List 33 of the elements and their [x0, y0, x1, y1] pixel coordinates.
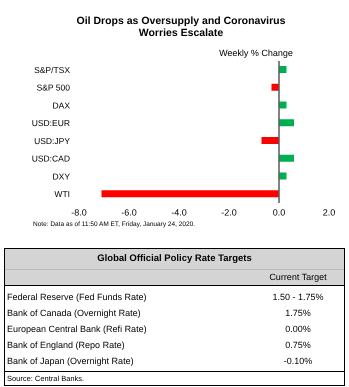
bar — [102, 190, 279, 198]
bar — [272, 84, 279, 91]
text: 0.00% — [285, 324, 311, 334]
y-tick-label: S&P 500 — [36, 82, 70, 93]
y-tick-label: S&P/TSX — [34, 64, 70, 75]
category-label: Bank of Canada (Overnight Rate) — [7, 307, 141, 320]
x-tick-label: -6.0 — [121, 207, 137, 218]
category-label: Federal Reserve (Fed Funds Rate) — [7, 291, 147, 304]
bar — [279, 119, 294, 126]
category-label: Bank of England (Repo Rate) — [7, 339, 125, 352]
y-tick-label: USD:CAD — [32, 154, 70, 164]
x-tick-label: -4.0 — [171, 207, 187, 218]
y-tick-label: DXY — [52, 171, 70, 182]
bar — [279, 154, 294, 162]
text: 1.75% — [285, 308, 311, 318]
category-label: European Central Bank (Refi Rate) — [7, 323, 147, 336]
chart-title: Oil Drops as Oversupply and Coronavirus Worries Escalate — [76, 15, 286, 39]
x-axis-title: Weekly % Change — [218, 48, 294, 59]
bar — [262, 137, 279, 144]
y-tick-label: DAX — [52, 100, 70, 110]
category-label: Bank of Japan (Overnight Rate) — [7, 355, 134, 368]
text: -0.10% — [284, 356, 312, 366]
y-tick-label: USD:EUR — [32, 118, 70, 128]
text: 1.50 - 1.75% — [272, 292, 324, 302]
x-tick-label: -8.0 — [71, 207, 87, 218]
x-tick-label: -2.0 — [221, 207, 237, 218]
x-tick-label: 2.0 — [322, 207, 336, 218]
text: 0.75% — [285, 340, 311, 350]
y-tick-label: USD:JPY — [34, 136, 70, 146]
text: Current Target — [268, 271, 328, 284]
y-tick-label: WTI — [54, 189, 70, 200]
text: Global Official Policy Rate Targets — [5, 249, 344, 270]
x-tick-label: 0.0 — [272, 207, 286, 218]
